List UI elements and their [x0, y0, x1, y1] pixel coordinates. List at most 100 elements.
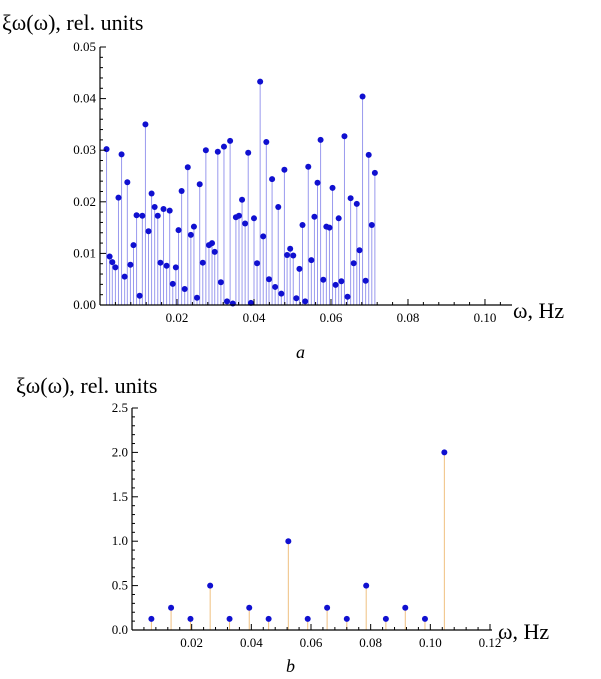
chart-a-stems [106, 81, 376, 305]
point-a-60 [284, 251, 291, 258]
point-b-0 [148, 615, 155, 622]
point-a-68 [308, 257, 315, 264]
point-a-85 [359, 93, 366, 100]
point-a-58 [278, 290, 285, 297]
point-a-26 [181, 286, 188, 293]
y-tick-label-b-2: 1.0 [112, 533, 128, 548]
point-a-63 [293, 295, 300, 302]
point-a-70 [314, 179, 321, 186]
point-a-55 [269, 176, 276, 183]
point-a-19 [160, 206, 167, 213]
x-tick-label-b-4: 0.10 [419, 635, 442, 650]
point-a-17 [154, 212, 161, 219]
point-a-76 [332, 281, 339, 288]
point-a-2 [109, 259, 116, 266]
x-tick-label-a-4: 0.10 [474, 310, 497, 325]
point-b-9 [324, 604, 331, 611]
point-a-6 [121, 273, 128, 280]
y-tick-label-b-3: 1.5 [112, 489, 128, 504]
chart-b-stems [150, 452, 445, 630]
point-a-53 [263, 138, 270, 145]
point-a-21 [166, 207, 173, 214]
point-a-74 [326, 224, 333, 231]
point-b-11 [363, 582, 370, 589]
chart-a-xlabel: ω, Hz [513, 298, 564, 323]
point-a-36 [211, 248, 218, 255]
point-a-44 [235, 212, 242, 219]
point-a-54 [266, 276, 273, 283]
point-b-13 [402, 604, 409, 611]
point-a-79 [341, 133, 348, 140]
point-a-51 [257, 78, 264, 85]
y-tick-label-a-2: 0.02 [73, 194, 96, 209]
point-b-3 [207, 582, 214, 589]
point-b-1 [168, 604, 175, 611]
point-a-78 [338, 278, 345, 285]
chart-b: ξω(ω), rel. units 0.02 0.04 0.06 0.08 0.10 0.… [16, 373, 549, 676]
point-a-87 [365, 151, 372, 158]
point-a-37 [214, 148, 221, 155]
point-a-86 [362, 277, 369, 284]
point-a-52 [260, 233, 267, 240]
chart-a: ξω(ω), rel. units 0.02 0.04 0.06 0.08 0.100.… [2, 10, 564, 362]
point-a-24 [175, 227, 182, 234]
point-a-71 [317, 136, 324, 143]
point-a-15 [148, 190, 155, 197]
point-a-61 [287, 245, 294, 252]
point-b-7 [285, 538, 292, 545]
y-tick-label-a-5: 0.05 [73, 39, 96, 54]
point-a-46 [242, 220, 249, 227]
point-a-56 [272, 283, 279, 290]
point-a-35 [209, 240, 216, 247]
point-a-14 [145, 228, 152, 235]
y-tick-label-b-0: 0.0 [112, 622, 128, 637]
chart-a-axes: 0.02 0.04 0.06 0.08 0.10 0.00 0.01 0.02 0.03 0.04… [73, 39, 512, 325]
x-tick-label-b-0: 0.02 [180, 635, 203, 650]
point-b-4 [226, 615, 233, 622]
point-a-82 [350, 260, 357, 267]
chart-a-caption: a [296, 342, 305, 362]
y-tick-label-a-3: 0.03 [73, 142, 96, 157]
point-a-4 [115, 194, 122, 201]
point-a-11 [136, 292, 143, 299]
point-a-47 [245, 149, 252, 156]
point-a-75 [329, 184, 336, 191]
point-a-66 [302, 298, 309, 305]
point-a-80 [344, 293, 351, 300]
chart-b-axes: 0.02 0.04 0.06 0.08 0.10 0.12 0.0 0.5 1.0 1.5 2.0 2… [112, 400, 502, 650]
point-a-89 [371, 169, 378, 176]
point-a-10 [133, 212, 140, 219]
chart-a-points [103, 78, 378, 307]
point-a-83 [353, 200, 360, 207]
point-a-69 [311, 213, 318, 220]
point-a-22 [169, 280, 176, 287]
point-a-77 [335, 215, 342, 222]
point-a-3 [112, 264, 119, 271]
x-tick-label-a-3: 0.08 [397, 310, 420, 325]
point-a-20 [163, 262, 170, 269]
point-a-25 [178, 187, 185, 194]
y-tick-label-a-0: 0.00 [73, 297, 96, 312]
point-a-88 [368, 222, 375, 229]
point-a-16 [151, 203, 158, 210]
x-tick-label-b-5: 0.12 [479, 635, 502, 650]
point-a-50 [254, 260, 261, 267]
point-b-15 [441, 449, 448, 456]
point-a-57 [275, 203, 282, 210]
x-tick-label-b-2: 0.06 [300, 635, 323, 650]
point-a-32 [199, 259, 206, 266]
point-a-64 [296, 265, 303, 272]
y-tick-label-b-5: 2.5 [112, 400, 128, 415]
point-a-59 [281, 166, 288, 173]
point-a-40 [224, 298, 231, 305]
point-a-12 [139, 212, 146, 219]
point-a-81 [347, 195, 354, 202]
chart-a-ylabel: ξω(ω), rel. units [2, 10, 143, 35]
x-tick-label-a-2: 0.06 [320, 310, 343, 325]
point-b-14 [421, 615, 428, 622]
point-a-33 [202, 147, 209, 154]
point-a-8 [127, 261, 134, 268]
point-a-1 [106, 253, 113, 260]
point-a-72 [320, 276, 327, 283]
